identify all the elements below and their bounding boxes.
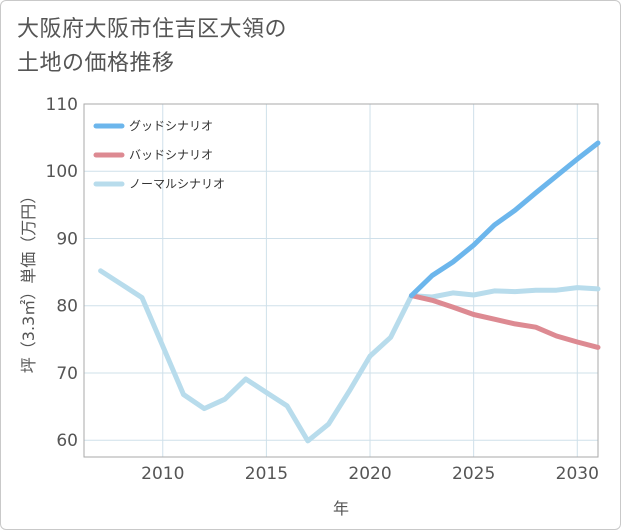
- y-axis-label: 坪（3.3㎡）単価（万円）: [19, 188, 38, 373]
- x-axis-ticks: 2010 2015 2020 2025 2030: [141, 464, 599, 484]
- page-title: 大阪府大阪市住吉区大領の 土地の価格推移: [17, 17, 288, 76]
- x-tick-label: 2025: [452, 464, 495, 484]
- y-tick-label: 100: [46, 162, 78, 182]
- x-axis-label: 年: [333, 499, 349, 518]
- legend-label: ノーマルシナリオ: [129, 177, 225, 191]
- series-line-0: [409, 140, 601, 299]
- y-tick-label: 90: [56, 229, 78, 249]
- x-tick-label: 2015: [245, 464, 288, 484]
- y-tick-label: 60: [56, 431, 78, 451]
- y-axis-ticks: 60 70 80 90 100 110: [46, 95, 78, 451]
- series-line-1: [409, 293, 601, 350]
- legend-label: グッドシナリオ: [129, 119, 213, 133]
- y-tick-label: 80: [56, 297, 78, 317]
- x-tick-label: 2030: [556, 464, 599, 484]
- grid-lines: [84, 103, 598, 457]
- series-line-2: [98, 268, 601, 444]
- plot-frame: [83, 103, 599, 458]
- x-tick-label: 2010: [141, 464, 184, 484]
- series-lines: [98, 140, 601, 444]
- y-tick-label: 110: [46, 95, 78, 115]
- y-tick-label: 70: [56, 364, 78, 384]
- x-tick-label: 2020: [348, 464, 391, 484]
- legend-label: バッドシナリオ: [129, 148, 213, 162]
